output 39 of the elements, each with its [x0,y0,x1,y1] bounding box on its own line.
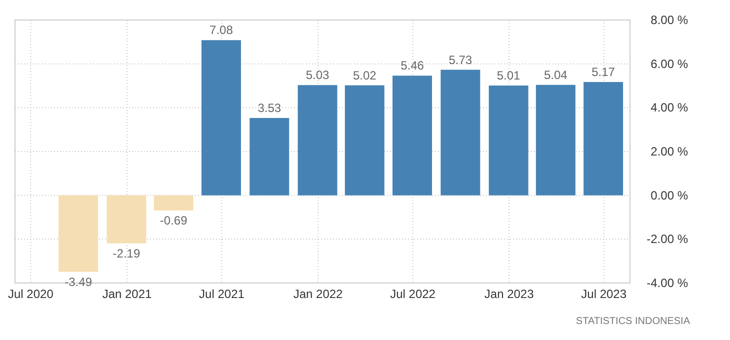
data-label: 7.08 [210,23,234,38]
y-tick-label: 4.00 % [650,100,688,115]
bar [584,82,624,196]
bar [58,195,98,272]
y-tick-label: 2.00 % [650,144,688,158]
bar [298,85,338,196]
data-label: -0.69 [160,213,188,228]
bar [154,195,194,210]
bar [488,86,528,196]
text: STATISTICS INDONESIA [576,316,690,327]
x-tick-label: Jan 2023 [484,287,534,301]
bar [344,85,384,196]
data-label: 3.53 [258,100,282,115]
data-label: 5.01 [496,68,521,83]
bar [536,84,576,196]
y-tick-label: -2.00 % [646,232,688,246]
x-tick-label: Jul 2022 [390,287,436,301]
data-label: 5.17 [592,65,616,80]
x-tick-label: Jul 2023 [581,287,627,301]
bar [392,76,432,196]
y-tick-label: 6.00 % [650,56,688,71]
bar [201,40,241,196]
y-tick-label: -4.00 % [646,276,688,290]
x-tick-label: Jul 2021 [199,287,245,301]
data-label: 5.73 [448,52,472,67]
y-tick-label: 0.00 % [650,188,688,202]
data-label: 5.03 [306,68,330,82]
data-label: -3.49 [64,274,92,289]
bar [440,70,480,196]
data-label: -2.19 [112,246,140,260]
data-label: 5.04 [544,68,568,82]
bar [250,118,290,196]
bar [106,195,146,244]
x-tick-label: Jan 2022 [293,287,344,301]
data-label: 5.46 [400,58,424,73]
y-tick-label: 8.00 % [650,13,688,27]
x-tick-label: Jul 2020 [8,287,54,301]
x-tick-label: Jan 2021 [102,287,152,301]
data-label: 5.02 [352,68,377,82]
